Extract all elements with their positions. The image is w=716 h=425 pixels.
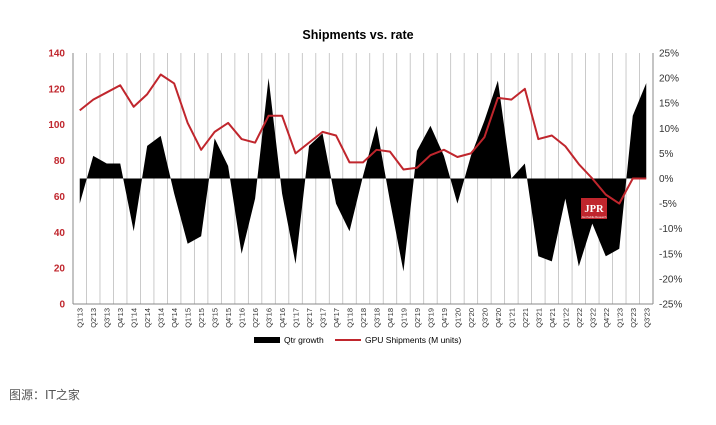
x-tick-label: Q4'20: [494, 308, 503, 328]
image-caption: 图源：IT之家: [9, 388, 80, 402]
x-tick-label: Q2'22: [575, 308, 584, 328]
right-tick-label: 15%: [659, 99, 679, 110]
x-axis-ticks: Q1'13 Q2'13 Q3'13 Q4'13 Q1'14 Q2'14 Q3'14 Q4'14…: [76, 308, 652, 328]
x-tick-label: Q3'17: [319, 308, 328, 328]
x-tick-label: Q4'15: [224, 308, 233, 328]
x-tick-label: Q1'13: [76, 308, 85, 328]
right-tick-label: 20%: [659, 74, 679, 85]
x-tick-label: Q2'20: [467, 308, 476, 328]
x-tick-label: Q4'22: [602, 308, 611, 328]
x-tick-label: Q3'19: [426, 308, 435, 328]
left-tick-label: 80: [54, 156, 66, 167]
x-tick-label: Q1'20: [453, 308, 462, 328]
left-tick-label: 140: [48, 49, 65, 60]
left-tick-label: 120: [48, 84, 65, 95]
x-tick-label: Q2'17: [305, 308, 314, 328]
left-axis-ticks: 0 20 40 60 80 100 120 140: [48, 49, 65, 311]
x-tick-label: Q4'18: [386, 308, 395, 328]
x-tick-label: Q3'23: [642, 308, 651, 328]
legend-label-qtr-growth: Qtr growth: [284, 335, 324, 345]
left-tick-label: 0: [59, 300, 65, 311]
x-tick-label: Q2'18: [359, 308, 368, 328]
right-tick-label: 5%: [659, 149, 674, 160]
x-tick-label: Q4'14: [170, 308, 179, 328]
qtr-growth-series: [79, 78, 647, 272]
x-tick-label: Q3'15: [211, 308, 220, 328]
x-tick-label: Q2'21: [521, 308, 530, 328]
left-tick-label: 20: [54, 264, 66, 275]
x-tick-label: Q4'13: [116, 308, 125, 328]
x-tick-label: Q4'16: [278, 308, 287, 328]
x-tick-label: Q2'15: [197, 308, 206, 328]
x-tick-label: Q1'16: [238, 308, 247, 328]
x-tick-label: Q3'18: [372, 308, 381, 328]
x-tick-label: Q3'13: [103, 308, 112, 328]
x-tick-label: Q4'17: [332, 308, 341, 328]
x-tick-label: Q4'19: [440, 308, 449, 328]
x-tick-label: Q1'15: [184, 308, 193, 328]
left-tick-label: 60: [54, 192, 66, 203]
right-tick-label: -25%: [659, 300, 682, 311]
x-tick-label: Q2'23: [629, 308, 638, 328]
gpu-shipments-series: [79, 73, 647, 205]
right-tick-label: -15%: [659, 249, 682, 260]
legend-swatch-qtr-growth: [254, 337, 280, 343]
x-tick-label: Q1'21: [507, 308, 516, 328]
x-tick-label: Q1'19: [399, 308, 408, 328]
jpr-logo-text: JPR: [584, 204, 604, 215]
chart-container: Shipments vs. rate 0 20 40 60 80 100 120 140 25…: [48, 28, 682, 345]
right-tick-label: 25%: [659, 49, 679, 60]
right-tick-label: 10%: [659, 124, 679, 135]
x-tick-label: Q1'17: [292, 308, 301, 328]
x-tick-label: Q3'21: [534, 308, 543, 328]
x-tick-label: Q1'23: [615, 308, 624, 328]
jpr-logo-subtext: Jon Peddie Research: [582, 215, 607, 219]
shipments-vs-rate-chart: Shipments vs. rate 0 20 40 60 80 100 120 140 25…: [48, 28, 682, 345]
x-tick-label: Q1'22: [561, 308, 570, 328]
left-tick-label: 100: [48, 120, 65, 131]
axes: [72, 53, 654, 305]
x-tick-label: Q2'19: [413, 308, 422, 328]
right-tick-label: -20%: [659, 274, 682, 285]
chart-title: Shipments vs. rate: [302, 28, 413, 42]
x-tick-label: Q3'14: [157, 308, 166, 328]
x-tick-label: Q3'20: [480, 308, 489, 328]
x-tick-label: Q1'14: [130, 308, 139, 328]
right-tick-label: -5%: [659, 199, 677, 210]
x-tick-label: Q2'14: [143, 308, 152, 328]
left-tick-label: 40: [54, 228, 66, 239]
legend-label-gpu-shipments: GPU Shipments (M units): [365, 335, 462, 345]
x-tick-label: Q4'21: [548, 308, 557, 328]
x-tick-label: Q2'13: [89, 308, 98, 328]
x-tick-label: Q3'22: [588, 308, 597, 328]
right-axis-ticks: 25% 20% 15% 10% 5% 0% -5% -10% -15% -20% -25%: [659, 49, 682, 311]
jpr-logo-background: [581, 198, 607, 219]
x-tick-label: Q1'18: [346, 308, 355, 328]
legend: Qtr growth GPU Shipments (M units): [254, 335, 462, 345]
x-tick-label: Q3'16: [265, 308, 274, 328]
x-tick-label: Q2'16: [251, 308, 260, 328]
jpr-logo: JPR Jon Peddie Research: [581, 198, 607, 219]
right-tick-label: 0%: [659, 174, 674, 185]
gpu-shipments-line: [79, 73, 647, 205]
right-tick-label: -10%: [659, 224, 682, 235]
qtr-growth-area: [79, 78, 647, 272]
